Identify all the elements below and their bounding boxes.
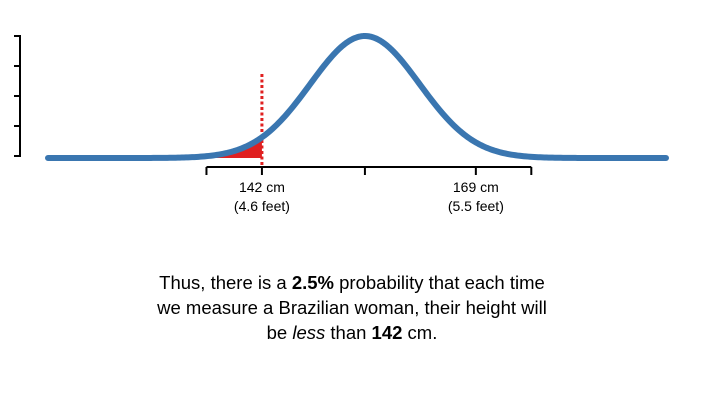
shaded-tail-area [182,137,262,158]
caption-line-1: Thus, there is a 2.5% probability that e… [159,272,545,293]
x-tick-labels: 142 cm (4.6 feet) 169 cm (5.5 feet) [234,179,504,214]
probability-value: 2.5% [291,272,334,293]
normal-curve [45,33,669,161]
caption-line-2: we measure a Brazilian woman, their heig… [157,297,547,318]
caption-line-3: be less than 142 cm. [266,322,438,343]
emphasis-less: less [292,322,326,343]
x-tick-label: 142 cm [239,179,285,195]
x-tick-label: 169 cm [453,179,499,195]
cutoff-value: 142 [371,322,403,343]
normal-distribution-chart: 142 cm (4.6 feet) 169 cm (5.5 feet) [14,33,669,214]
caption: Thus, there is a 2.5% probability that e… [0,270,704,345]
x-tick-sublabel: (4.6 feet) [234,198,290,214]
x-tick-sublabel: (5.5 feet) [448,198,504,214]
x-axis [205,166,533,175]
